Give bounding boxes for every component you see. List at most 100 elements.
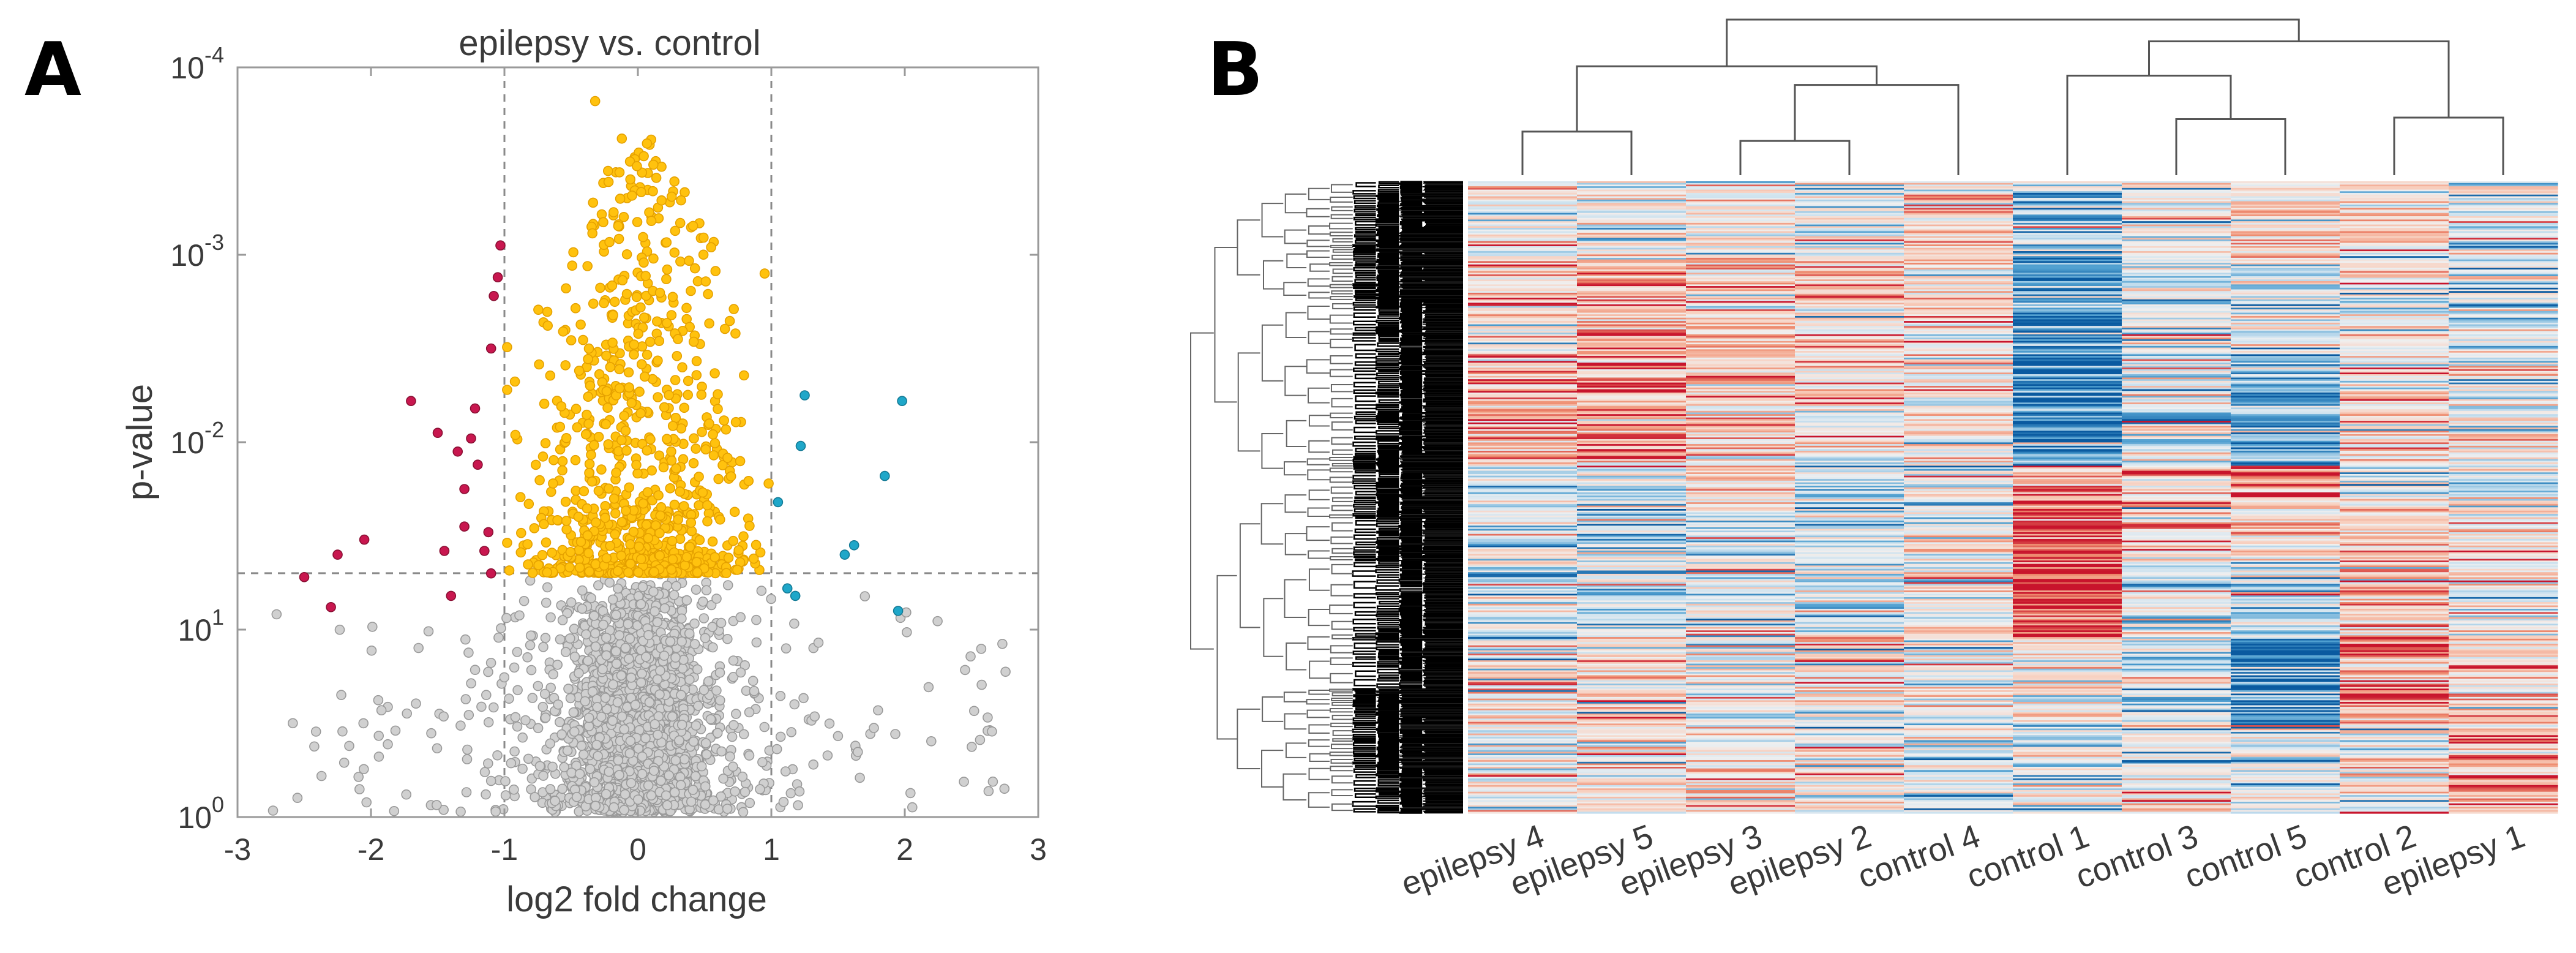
row-dendrogram-branch [1375, 218, 1399, 221]
row-dendrogram-branch [1308, 739, 1330, 747]
row-dendrogram-branch [1306, 208, 1330, 217]
point-not-significant [569, 651, 580, 662]
point-significant-small-fc [587, 228, 598, 239]
point-significant-small-fc [732, 565, 743, 575]
point-significant-small-fc [623, 367, 634, 378]
row-dendrogram-branch [1399, 750, 1423, 753]
point-significant-small-fc [656, 195, 667, 206]
row-dendrogram-branch [1306, 699, 1330, 705]
point-significant-small-fc [572, 422, 583, 433]
point-not-significant [557, 615, 568, 625]
row-dendrogram-branch [1375, 713, 1399, 716]
row-dendrogram-branch [1401, 799, 1423, 802]
point-significant-small-fc [640, 371, 650, 382]
point-significant-small-fc [610, 529, 620, 540]
point-not-significant [488, 702, 499, 713]
row-dendrogram-branch [1401, 666, 1423, 668]
point-not-significant [650, 606, 660, 617]
row-dendrogram-branch [1401, 571, 1423, 574]
point-significant-small-fc [642, 138, 653, 149]
row-dendrogram-branch [1377, 477, 1399, 481]
point-significant-small-fc [725, 471, 736, 482]
row-dendrogram-branch [1353, 808, 1376, 813]
point-not-significant [460, 694, 471, 704]
point-down-significant [439, 546, 450, 556]
point-significant-small-fc [545, 486, 556, 497]
row-dendrogram-branch [1400, 203, 1423, 206]
row-dendrogram-branch [1399, 386, 1423, 390]
row-dendrogram-branch [1399, 222, 1423, 225]
row-dendrogram-branch [1375, 360, 1399, 364]
point-not-significant [684, 628, 695, 639]
row-dendrogram-branch [1283, 461, 1307, 476]
point-not-significant [684, 674, 695, 685]
point-significant-small-fc [603, 439, 614, 450]
row-dendrogram-branch [1260, 503, 1284, 545]
row-dendrogram-branch [1399, 685, 1423, 688]
row-dendrogram-branch [1378, 480, 1399, 483]
point-not-significant [557, 783, 568, 794]
row-dendrogram-branch [1355, 182, 1376, 187]
point-not-significant [725, 751, 735, 762]
row-dendrogram-branch [1376, 463, 1399, 466]
row-dendrogram-branch [1401, 768, 1423, 771]
point-not-significant [337, 726, 348, 737]
row-dendrogram-branch [1352, 721, 1376, 725]
point-significant-small-fc [561, 524, 572, 535]
point-significant-small-fc [638, 498, 648, 509]
point-significant-small-fc [616, 134, 627, 144]
point-not-significant [611, 609, 621, 620]
point-significant-small-fc [763, 478, 774, 489]
point-not-significant [700, 738, 711, 748]
row-dendrogram-branch [1379, 792, 1399, 796]
point-not-significant [686, 796, 697, 807]
row-dendrogram-branch [1307, 305, 1330, 320]
point-significant-small-fc [708, 429, 718, 440]
point-significant-small-fc [541, 537, 552, 548]
row-dendrogram-branch [1261, 432, 1284, 469]
x-tick-label: 3 [1030, 832, 1047, 867]
row-dendrogram-branch [1377, 799, 1399, 804]
point-not-significant [555, 634, 566, 645]
row-dendrogram-branch [1379, 273, 1399, 276]
point-significant-small-fc [608, 207, 619, 217]
point-not-significant [635, 599, 646, 609]
point-not-significant [700, 781, 711, 792]
row-dendrogram-branch [1378, 199, 1399, 202]
row-dendrogram-branch [1400, 350, 1423, 353]
point-significant-small-fc [605, 361, 616, 372]
point-significant-small-fc [613, 233, 624, 244]
point-significant-small-fc [560, 496, 571, 507]
point-not-significant [676, 613, 687, 624]
point-not-significant [455, 806, 466, 817]
row-dendrogram-branch [1329, 222, 1353, 230]
row-dendrogram-branch [1355, 491, 1376, 495]
row-dendrogram-branch [1331, 206, 1353, 211]
point-not-significant [583, 712, 594, 723]
point-significant-small-fc [633, 567, 644, 578]
point-not-significant [548, 669, 559, 680]
row-dendrogram-branch [1376, 331, 1399, 334]
point-significant-small-fc [600, 513, 610, 523]
row-dendrogram-branch [1375, 329, 1399, 333]
row-dendrogram-branch [1378, 533, 1399, 537]
row-dendrogram-branch [1376, 617, 1399, 622]
point-significant-small-fc [629, 349, 639, 360]
point-significant-small-fc [502, 537, 512, 548]
point-not-significant [597, 664, 608, 674]
point-not-significant [336, 690, 346, 700]
point-not-significant [689, 639, 700, 649]
point-not-significant [354, 784, 365, 794]
row-dendrogram-branch [1355, 274, 1376, 279]
point-not-significant [520, 715, 531, 726]
row-dendrogram-branch [1378, 548, 1399, 552]
point-significant-small-fc [632, 468, 643, 479]
point-significant-small-fc [681, 303, 692, 314]
point-not-significant [598, 619, 608, 630]
point-significant-small-fc [593, 431, 604, 442]
row-dendrogram-branch [1308, 767, 1330, 780]
point-significant-small-fc [672, 350, 683, 361]
point-significant-small-fc [582, 261, 593, 271]
row-dendrogram-branch [1329, 284, 1353, 288]
row-dendrogram-branch [1378, 336, 1399, 340]
